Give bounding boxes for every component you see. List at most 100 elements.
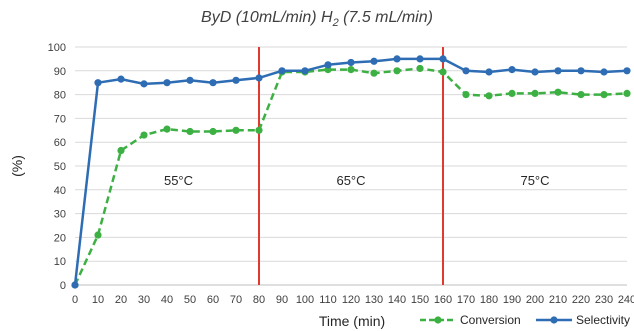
y-tick-label: 10 [54, 256, 66, 268]
x-tick-labels: 0 10 20 30 40 50 60 70 80 90 100 110 120 130 140 150 160… [72, 294, 634, 306]
selectivity-point [278, 67, 286, 75]
selectivity-point [255, 74, 263, 82]
x-tick-label: 240 [618, 294, 634, 306]
temperature-dividers [258, 47, 444, 285]
x-tick-label: 180 [480, 294, 498, 306]
x-tick-label: 10 [92, 294, 104, 306]
y-tick-label: 100 [48, 42, 66, 54]
y-tick-label: 70 [54, 113, 66, 125]
x-tick-label: 220 [572, 294, 590, 306]
selectivity-point [324, 61, 332, 69]
y-tick-label: 50 [54, 161, 66, 173]
x-tick-label: 160 [434, 294, 452, 306]
selectivity-point [163, 79, 171, 87]
y-tick-label: 0 [60, 280, 66, 292]
conversion-point [554, 88, 562, 96]
y-tick-label: 80 [54, 90, 66, 102]
legend-conversion-label: Conversion [460, 313, 521, 327]
x-tick-label: 230 [595, 294, 613, 306]
selectivity-point [508, 66, 516, 74]
x-tick-label: 50 [184, 294, 196, 306]
x-tick-label: 30 [138, 294, 150, 306]
chart-title: ByD (10mL/min) H2 (7.5 mL/min) [201, 9, 433, 30]
conversion-point [186, 127, 194, 136]
x-tick-label: 70 [230, 294, 242, 306]
y-axis-label: (%) [9, 155, 25, 177]
y-tick-label: 20 [54, 232, 66, 244]
x-tick-label: 80 [253, 294, 265, 306]
conversion-point [255, 126, 263, 134]
x-tick-label: 170 [457, 294, 475, 306]
conversion-point [393, 67, 401, 75]
x-tick-label: 20 [115, 294, 127, 306]
conversion-point [209, 127, 217, 136]
conversion-point [623, 89, 631, 98]
conversion-point [416, 64, 424, 73]
selectivity-point [623, 67, 631, 75]
selectivity-point [347, 58, 355, 67]
selectivity-point [600, 68, 608, 76]
x-tick-label: 0 [72, 294, 78, 306]
gridlines [75, 46, 627, 262]
conversion-point [439, 68, 447, 76]
conversion-point [600, 91, 608, 99]
x-tick-label: 190 [503, 294, 521, 306]
x-tick-label: 100 [296, 294, 314, 306]
conversion-point [117, 146, 125, 155]
conversion-point [232, 126, 240, 134]
y-tick-label: 60 [54, 137, 66, 149]
x-tick-label: 150 [411, 294, 429, 306]
x-tick-label: 140 [388, 294, 406, 306]
conversion-point [508, 89, 516, 98]
selectivity-point [485, 68, 493, 76]
conversion-point [531, 89, 539, 98]
x-tick-label: 130 [365, 294, 383, 306]
temperature-label: 55°C [164, 173, 193, 188]
conversion-point [163, 125, 171, 133]
selectivity-point [577, 67, 585, 75]
x-tick-label: 90 [276, 294, 288, 306]
temperature-annotations: 55°C 65°C 75°C [164, 173, 550, 188]
selectivity-point [439, 55, 447, 63]
selectivity-point [554, 67, 562, 75]
selectivity-point [71, 281, 79, 289]
conversion-point [347, 66, 355, 74]
data-series [71, 55, 631, 289]
selectivity-point [209, 79, 217, 87]
legend: Conversion Selectivity [420, 313, 630, 327]
conversion-point [485, 92, 493, 100]
selectivity-point [117, 75, 125, 83]
x-axis-label: Time (min) [319, 313, 385, 329]
selectivity-point [186, 76, 194, 84]
y-tick-label: 40 [54, 185, 66, 197]
selectivity-point [232, 76, 240, 84]
legend-selectivity-marker [550, 316, 558, 324]
x-tick-label: 120 [342, 294, 360, 306]
y-tick-label: 30 [54, 209, 66, 221]
x-tick-label: 210 [549, 294, 567, 306]
selectivity-point [531, 68, 539, 76]
conversion-point [370, 69, 378, 77]
y-tick-label: 90 [54, 66, 66, 78]
selectivity-point [393, 55, 401, 63]
conversion-point [94, 231, 102, 239]
temperature-label: 65°C [336, 173, 365, 188]
conversion-point [577, 91, 585, 99]
legend-conversion-marker [434, 316, 442, 324]
y-tick-labels: 0 10 20 30 40 50 60 70 80 90 100 [48, 42, 66, 292]
x-tick-label: 40 [161, 294, 173, 306]
selectivity-point [94, 79, 102, 87]
conversion-point [140, 131, 148, 139]
selectivity-point [370, 57, 378, 65]
selectivity-point [462, 67, 470, 75]
x-tick-label: 200 [526, 294, 544, 306]
legend-selectivity-label: Selectivity [576, 313, 630, 327]
selectivity-point [416, 55, 424, 63]
x-tick-label: 110 [319, 294, 337, 306]
conversion-point [462, 91, 470, 99]
temperature-label: 75°C [520, 173, 549, 188]
x-tick-label: 60 [207, 294, 219, 306]
selectivity-point [301, 67, 309, 75]
selectivity-point [140, 80, 148, 88]
